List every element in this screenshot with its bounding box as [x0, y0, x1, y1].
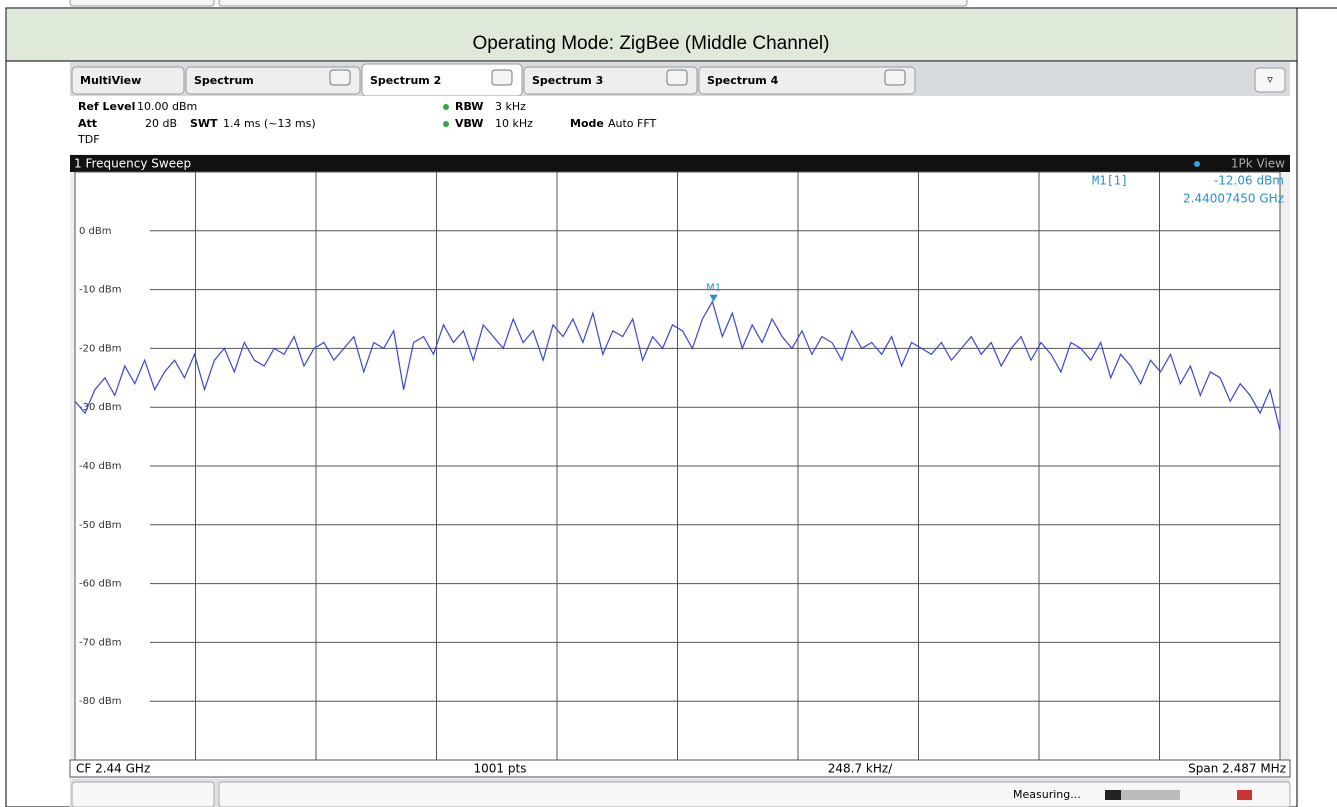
- tab-close: [666, 69, 688, 86]
- y-tick-label: -50 dBm: [79, 520, 121, 531]
- info-value: 20 dB: [145, 117, 177, 130]
- info-label: RBW: [455, 100, 483, 113]
- info-label: Mode: [570, 117, 604, 130]
- y-tick-label: -40 dBm: [79, 461, 121, 472]
- prev-box: [69, 0, 215, 7]
- tab[interactable]: [523, 66, 698, 95]
- tab[interactable]: [698, 66, 916, 95]
- info-label: Att: [78, 117, 97, 130]
- marker-freq: 2.44007450 GHz: [1183, 192, 1284, 206]
- y-tick-label: 0 dBm: [79, 226, 112, 237]
- info-value: 10.00 dBm: [137, 100, 197, 113]
- footer-per-div: 248.7 kHz/: [828, 762, 893, 776]
- info-value: 10 kHz: [495, 117, 533, 130]
- view-label: 1Pk View: [1231, 157, 1285, 171]
- info-label: VBW: [455, 117, 483, 130]
- info-value: TDF: [77, 133, 100, 146]
- window-title: 1 Frequency Sweep: [74, 157, 191, 171]
- tab[interactable]: [185, 66, 361, 95]
- marker-value: -12.06 dBm: [1214, 174, 1284, 188]
- tab[interactable]: [71, 66, 185, 95]
- footer-center: CF 2.44 GHz: [76, 762, 150, 776]
- tab-label: Spectrum: [194, 74, 254, 87]
- info-value: 3 kHz: [495, 100, 526, 113]
- tab-close: [884, 69, 906, 86]
- y-tick-label: -80 dBm: [79, 696, 121, 707]
- info-value: Auto FFT: [608, 117, 656, 130]
- tabs: MultiView Spectrum Spectrum 2 Spectrum 3 Spe…: [71, 63, 916, 97]
- status-dot: [443, 121, 449, 127]
- message-area: [218, 781, 1291, 807]
- tab-label: Spectrum 4: [707, 74, 779, 87]
- y-tick-label: -60 dBm: [79, 579, 121, 590]
- window-title-bar: [70, 155, 1290, 172]
- progress: [1105, 790, 1180, 800]
- info-panel: [70, 96, 1290, 154]
- status-dot: [443, 104, 449, 110]
- y-tick-label: -10 dBm: [79, 285, 121, 296]
- info-value: 1.4 ms (~13 ms): [223, 117, 316, 130]
- logo: [1237, 790, 1252, 800]
- menu-button[interactable]: [1254, 67, 1286, 93]
- marker-name: M1: [706, 283, 721, 294]
- info-label: Ref Level: [78, 100, 135, 113]
- footer-points: 1001 pts: [474, 762, 527, 776]
- info-label: SWT: [190, 117, 218, 130]
- footer-bar: [69, 759, 1291, 778]
- y-tick-label: -30 dBm: [79, 402, 121, 413]
- tab-label: Spectrum 2: [370, 74, 441, 87]
- header-bg: [7, 9, 1296, 61]
- menu-arrow: ▿: [1267, 73, 1273, 86]
- doc-frame: [5, 7, 1298, 807]
- view-dot: [1194, 161, 1200, 167]
- marker: [709, 294, 718, 302]
- y-tick-label: -70 dBm: [79, 637, 121, 648]
- trace: [74, 300, 1281, 431]
- tab-close: [491, 69, 513, 86]
- tab-label: Spectrum 3: [532, 74, 603, 87]
- header-title: Operating Mode: ZigBee (Middle Channel): [473, 33, 830, 54]
- tab-label: MultiView: [80, 74, 141, 87]
- softkey[interactable]: [71, 781, 215, 807]
- prev-box: [218, 0, 968, 7]
- y-tick-label: -20 dBm: [79, 343, 121, 354]
- marker-readout: M1[1]: [1092, 174, 1128, 188]
- footer-span: Span 2.487 MHz: [1188, 762, 1286, 776]
- status-text: Measuring...: [1013, 788, 1081, 801]
- progress-fill: [1105, 790, 1121, 800]
- tab-close: [329, 69, 351, 86]
